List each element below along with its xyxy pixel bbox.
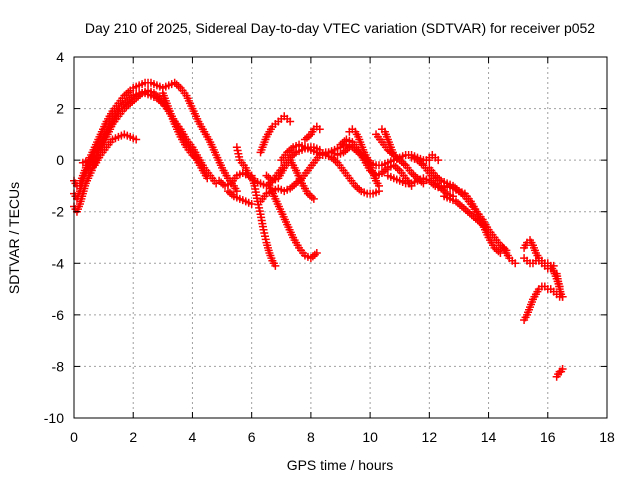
grid xyxy=(74,57,607,418)
data-point xyxy=(558,365,567,374)
series-arc-10 xyxy=(247,171,280,270)
data-point xyxy=(271,261,280,270)
x-tick-label: 6 xyxy=(248,429,256,445)
data-point xyxy=(194,156,203,165)
series-arc-26 xyxy=(425,150,443,165)
data-point xyxy=(309,194,318,203)
series-arc-16 xyxy=(300,122,324,144)
series-arc-27 xyxy=(499,243,520,268)
data-point xyxy=(315,125,324,134)
y-axis-label: SDTVAR / TECUs xyxy=(6,182,22,294)
y-tick-label: -6 xyxy=(52,307,65,323)
series-arc-32 xyxy=(552,365,567,381)
x-tick-label: 14 xyxy=(481,429,497,445)
y-tick-label: 0 xyxy=(56,152,64,168)
series-arc-8 xyxy=(223,187,256,208)
data-point xyxy=(114,107,123,116)
series-arc-25 xyxy=(440,192,490,232)
series-arc-12 xyxy=(262,156,318,203)
series-arc-19 xyxy=(345,125,383,190)
data-point xyxy=(434,156,443,165)
series-arc-14 xyxy=(256,112,295,157)
chart-title: Day 210 of 2025, Sidereal Day-to-day VTE… xyxy=(85,20,595,36)
series-arc-21 xyxy=(377,125,398,159)
series-arc-31 xyxy=(552,269,567,301)
data-point xyxy=(481,223,490,232)
plot-frame xyxy=(73,56,608,419)
y-tick-label: -8 xyxy=(52,358,65,374)
data-point xyxy=(286,117,295,126)
x-tick-label: 8 xyxy=(307,429,315,445)
data-point xyxy=(312,248,321,257)
x-tick-label: 2 xyxy=(129,429,137,445)
y-tick-label: 4 xyxy=(56,49,64,65)
data-point xyxy=(132,135,141,144)
series-arc-24 xyxy=(425,163,511,255)
data-point xyxy=(558,292,567,301)
y-tick-label: 2 xyxy=(56,101,64,117)
series-arc-29 xyxy=(520,254,558,273)
series-arc-13 xyxy=(265,181,321,263)
data-point xyxy=(389,150,398,159)
x-tick-label: 4 xyxy=(189,429,197,445)
y-tick-label: -10 xyxy=(44,410,64,426)
x-axis-label: GPS time / hours xyxy=(287,457,394,473)
series-arc-5 xyxy=(78,107,123,167)
x-tick-label: 0 xyxy=(70,429,78,445)
data-point xyxy=(511,259,520,268)
data-point xyxy=(549,261,558,270)
series-arc-9 xyxy=(232,143,253,180)
x-tick-label: 12 xyxy=(422,429,438,445)
data-point xyxy=(203,174,212,183)
data-layer xyxy=(70,78,567,381)
data-point xyxy=(374,181,383,190)
y-tick-label: -2 xyxy=(52,204,65,220)
x-tick-label: 10 xyxy=(362,429,378,445)
series-arc-6 xyxy=(158,89,203,165)
series-arc-17 xyxy=(315,148,383,198)
y-tick-label: -4 xyxy=(52,255,65,271)
x-tick-label: 18 xyxy=(599,429,615,445)
axis-ticks: 0 2 4 6 8 10 12 14 16 18 -10 -8 -6 -4 -2 0 2 4 xyxy=(44,49,615,445)
x-tick-label: 16 xyxy=(540,429,556,445)
